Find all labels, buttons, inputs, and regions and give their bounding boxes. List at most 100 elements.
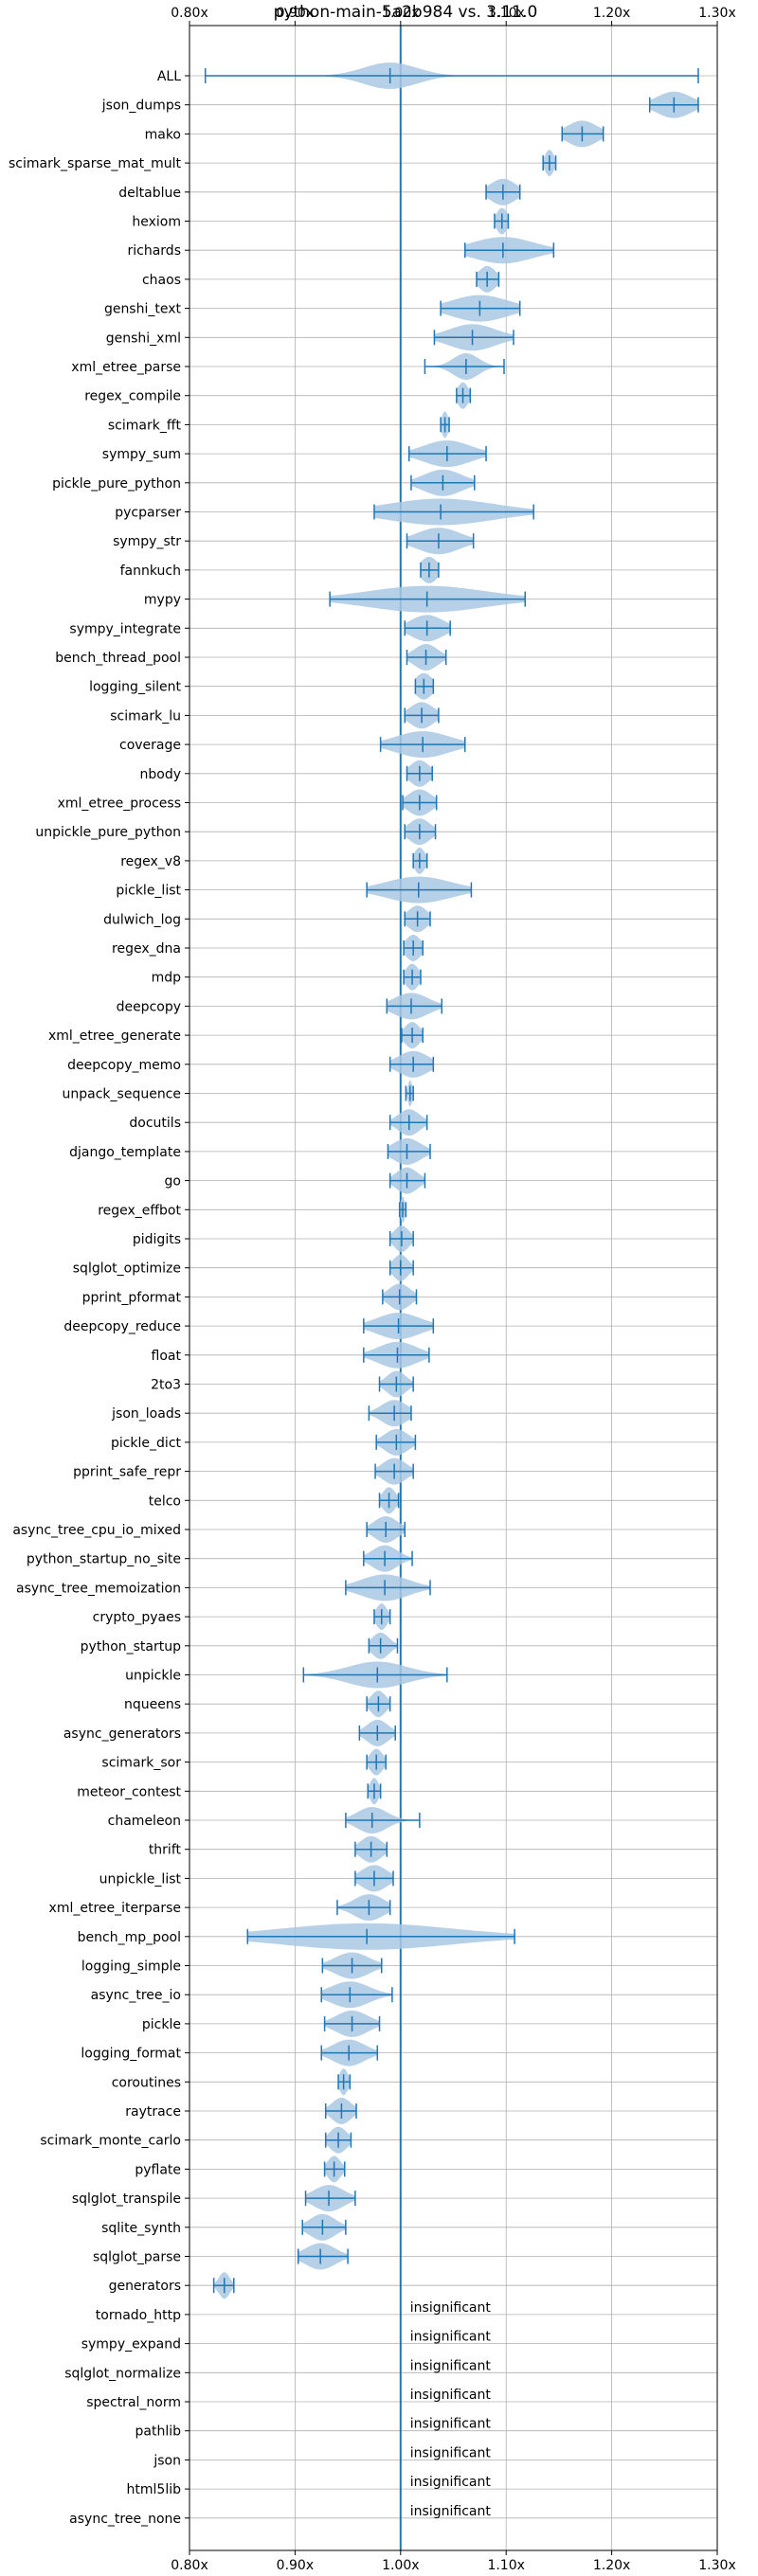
benchmark-label: sympy_integrate (69, 621, 181, 636)
benchmark-label: xml_etree_process (58, 796, 181, 812)
benchmark-label: sqlglot_transpile (72, 2191, 181, 2207)
insignificant-note: insignificant (410, 2300, 492, 2316)
insignificant-note: insignificant (410, 2445, 492, 2460)
benchmark-label: scimark_monte_carlo (40, 2134, 181, 2149)
benchmark-label: sympy_sum (102, 447, 181, 462)
benchmark-label: raytrace (125, 2104, 181, 2120)
insignificant-note: insignificant (410, 2388, 492, 2403)
x-tick-label-top: 1.20x (593, 6, 630, 21)
x-tick-label-bottom: 1.30x (698, 2558, 735, 2573)
benchmark-label: logging_format (81, 2047, 181, 2062)
benchmark-label: pickle_pure_python (52, 476, 181, 492)
benchmark-label: xml_etree_parse (71, 360, 181, 375)
benchmark-label: telco (149, 1494, 181, 1509)
benchmark-label: nqueens (124, 1697, 181, 1712)
benchmark-label: regex_effbot (98, 1203, 181, 1218)
benchmark-label: meteor_contest (77, 1784, 181, 1799)
benchmark-label: xml_etree_iterparse (49, 1901, 181, 1916)
benchmark-label: xml_etree_generate (48, 1029, 181, 1044)
benchmark-label: pprint_safe_repr (73, 1465, 181, 1480)
benchmark-label: ALL (157, 69, 181, 84)
benchmark-label: bench_thread_pool (55, 651, 181, 666)
benchmark-label: richards (128, 243, 182, 259)
benchmark-label: scimark_fft (108, 418, 182, 433)
benchmark-label: fannkuch (120, 564, 181, 579)
benchmark-label: json_loads (111, 1406, 181, 1422)
benchmark-label: regex_v8 (120, 854, 181, 869)
x-tick-label-bottom: 0.90x (277, 2558, 314, 2573)
benchmark-label: coverage (119, 738, 181, 753)
benchmark-label: scimark_lu (110, 708, 181, 724)
benchmark-label: pickle_list (116, 884, 181, 899)
benchmark-label: deepcopy (117, 999, 181, 1014)
benchmark-label: django_template (69, 1145, 181, 1160)
benchmark-label: sympy_str (113, 534, 181, 549)
x-tick-label-bottom: 0.80x (171, 2558, 208, 2573)
x-tick-label-bottom: 1.10x (487, 2558, 524, 2573)
benchmark-label: json_dumps (101, 98, 181, 114)
benchmark-label: bench_mp_pool (78, 1930, 181, 1945)
benchmark-label: crypto_pyaes (93, 1610, 181, 1625)
benchmark-label: pycparser (115, 506, 181, 521)
benchmark-label: float (152, 1349, 182, 1364)
benchmark-label: genshi_xml (106, 331, 181, 346)
benchmark-label: pprint_pformat (82, 1290, 182, 1305)
plot-frame (189, 25, 718, 2551)
benchmark-label: 2to3 (151, 1378, 181, 1393)
benchmark-label: unpack_sequence (63, 1087, 181, 1102)
insignificant-note: insignificant (410, 2504, 492, 2519)
benchmark-label: sympy_expand (81, 2337, 181, 2352)
benchmark-label: generators (109, 2279, 181, 2294)
benchmark-label: async_tree_none (69, 2512, 181, 2527)
benchmark-label: regex_dna (112, 941, 181, 957)
benchmark-label: sqlglot_parse (93, 2250, 181, 2265)
benchmark-label: spectral_norm (86, 2395, 181, 2410)
benchmark-label: tornado_http (96, 2308, 181, 2323)
benchmark-label: nbody (140, 767, 182, 782)
benchmark-label: coroutines (112, 2075, 181, 2090)
benchmark-label: unpickle_pure_python (35, 825, 181, 840)
benchmark-label: sqlite_synth (101, 2221, 181, 2236)
benchmark-label: async_tree_memoization (16, 1581, 181, 1596)
grid-layer (189, 26, 718, 2550)
benchmark-label: sqlglot_optimize (73, 1261, 181, 1277)
x-tick-label-bottom: 1.20x (593, 2558, 630, 2573)
benchmark-label: scimark_sparse_mat_mult (9, 156, 181, 171)
benchmark-label: async_tree_io (91, 1988, 181, 2003)
insignificant-note: insignificant (410, 2358, 492, 2373)
benchmark-label: chaos (142, 273, 181, 288)
benchmark-label: genshi_text (104, 302, 182, 317)
benchmark-label: docutils (129, 1116, 181, 1131)
x-tick-label-bottom: 1.00x (382, 2558, 419, 2573)
benchmark-label: logging_simple (81, 1959, 181, 1975)
benchmark-label: sqlglot_normalize (64, 2366, 181, 2381)
benchmark-label: pickle (142, 2017, 181, 2032)
benchmark-label: hexiom (132, 215, 181, 230)
benchmark-label: mdp (152, 971, 182, 986)
chart-title: python-main-5a2b984 vs. 3.11.0 (274, 3, 538, 22)
insignificant-note: insignificant (410, 2417, 492, 2432)
benchmark-label: pathlib (135, 2424, 182, 2440)
benchmark-label: unpickle_list (99, 1871, 182, 1887)
benchmark-label: pyflate (135, 2162, 181, 2177)
violin-layer: insignificant insignificant insignificant i… (204, 26, 699, 2550)
benchmark-label: async_generators (63, 1726, 181, 1742)
x-tick-label-top: 1.30x (698, 6, 735, 21)
benchmark-label: python_startup (81, 1639, 181, 1655)
benchmark-label: deepcopy_memo (67, 1058, 181, 1073)
benchmark-label: dulwich_log (103, 912, 181, 927)
x-axis-ticks: 0.80x 0.80x 0.90x 0.90x 1.00x 1.00x 1.10x 1.10x… (171, 6, 735, 2573)
x-tick-label-top: 0.80x (171, 6, 208, 21)
benchmark-label: thrift (149, 1843, 182, 1858)
benchmark-label: async_tree_cpu_io_mixed (12, 1523, 181, 1538)
insignificant-note: insignificant (410, 2330, 492, 2345)
benchmark-label: mypy (144, 593, 181, 608)
benchmark-label: mako (145, 127, 181, 142)
benchmark-label: regex_compile (84, 389, 181, 404)
x-tick-label-top: 1.00x (382, 6, 419, 21)
benchmark-label: python_startup_no_site (27, 1552, 181, 1567)
benchmark-label: pidigits (133, 1232, 181, 1247)
benchmark-label: go (165, 1174, 181, 1190)
